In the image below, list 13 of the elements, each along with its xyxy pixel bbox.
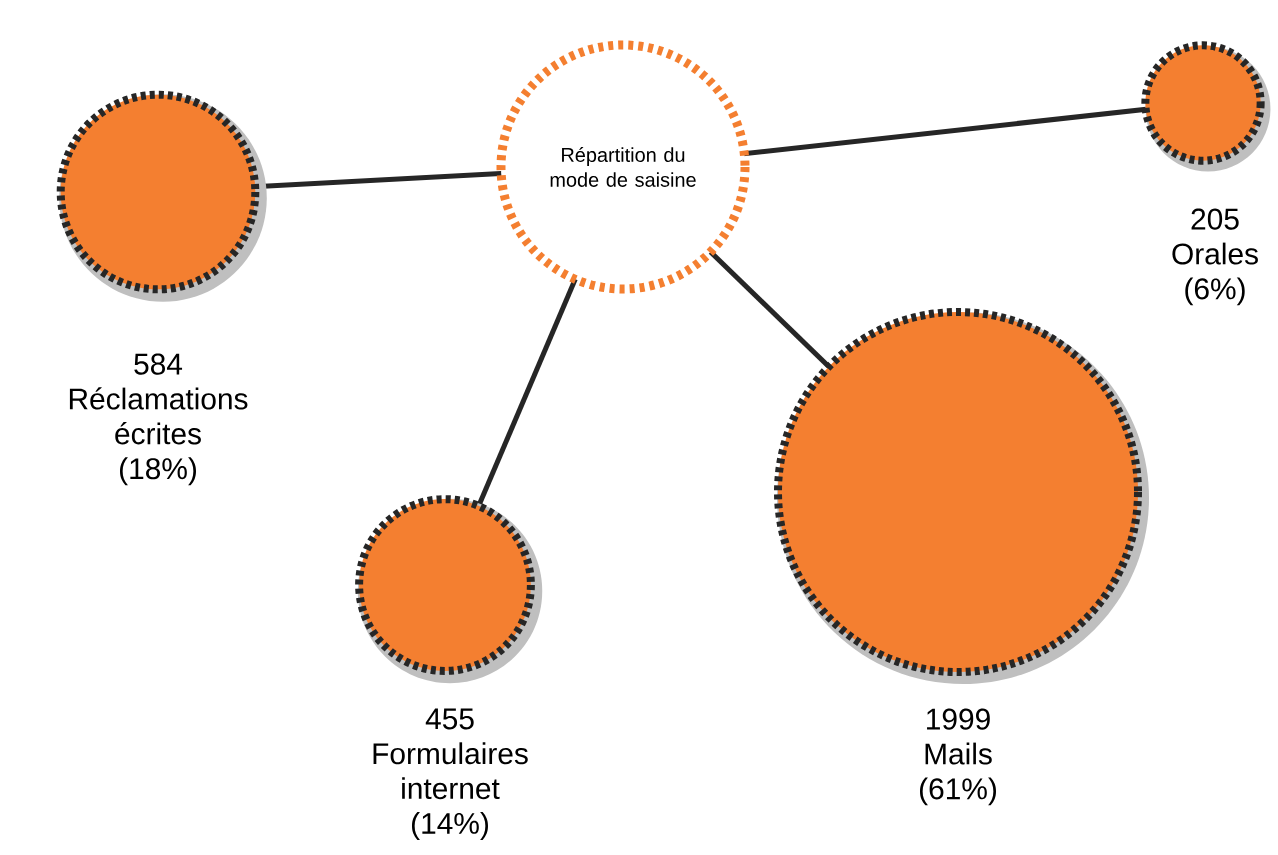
category-label: Formulaires internet — [373, 742, 528, 800]
category-label: Mails — [925, 742, 992, 765]
category-label: Orales — [1172, 242, 1258, 265]
data-label: 584 — [134, 353, 183, 375]
data-label: (6%) — [1185, 277, 1245, 306]
data-label: (61%) — [920, 777, 996, 806]
data-label: 1999 — [927, 708, 990, 730]
data-label: 205 — [1191, 208, 1239, 230]
data-label: (14%) — [412, 812, 488, 840]
category-label: Réclamations écrites — [69, 387, 248, 445]
data-label: 455 — [425, 708, 474, 730]
text: Répartition du mode de saisine — [550, 147, 696, 187]
data-label: (18%) — [120, 457, 196, 486]
